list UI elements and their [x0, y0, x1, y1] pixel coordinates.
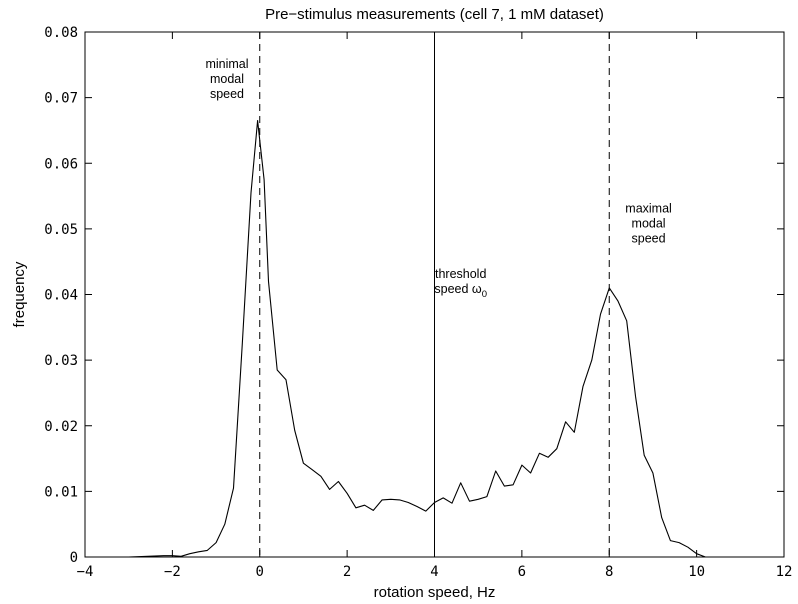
annotations: minimal modal speed threshold speed ω0 maxima…: [205, 57, 671, 300]
x-tick-label: 10: [688, 564, 705, 580]
annotation-text: minimal modal speed: [205, 57, 248, 101]
x-axis-ticks: −4 −2 0 2 4 6 8 10 12: [77, 32, 793, 580]
y-tick-label: 0: [70, 550, 78, 566]
y-tick-label: 0.02: [44, 419, 78, 435]
y-tick-label: 0.05: [44, 222, 78, 238]
y-tick-label: 0.01: [44, 484, 78, 500]
x-tick-label: 0: [256, 564, 264, 580]
y-tick-label: 0.07: [44, 91, 78, 107]
x-tick-label: −4: [77, 564, 94, 580]
chart-title: Pre−stimulus measurements (cell 7, 1 mM …: [265, 6, 604, 23]
frequency-series-line: [128, 120, 706, 558]
y-axis-ticks: 0 0.01 0.02 0.03 0.04 0.05 0.06 0.07 0.08: [44, 25, 784, 566]
x-tick-label: 2: [343, 564, 351, 580]
y-tick-label: 0.04: [44, 288, 78, 304]
y-axis-label: frequency: [11, 261, 28, 327]
data-series: [128, 120, 706, 558]
x-axis-label: rotation speed, Hz: [374, 584, 496, 601]
y-tick-label: 0.03: [44, 353, 78, 369]
x-tick-label: 6: [518, 564, 526, 580]
x-tick-label: −2: [164, 564, 181, 580]
x-tick-label: 4: [430, 564, 438, 580]
x-tick-label: 8: [605, 564, 613, 580]
annotation-text: maximal modal speed: [625, 201, 672, 245]
x-tick-label: 12: [776, 564, 793, 580]
annotation-text: threshold speed ω0: [434, 267, 487, 300]
y-tick-label: 0.08: [44, 25, 78, 41]
reference-lines: [259, 32, 610, 557]
y-tick-label: 0.06: [44, 156, 78, 172]
